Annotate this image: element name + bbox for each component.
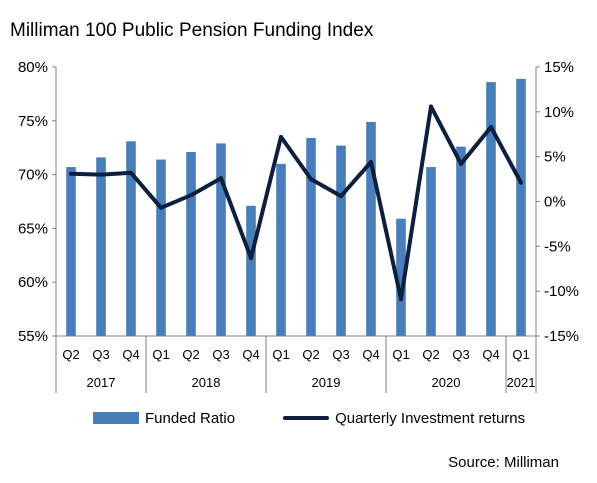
bar-funded-ratio [126, 141, 136, 336]
bar-funded-ratio [216, 143, 226, 336]
source-note: Source: Milliman [448, 454, 559, 471]
x-tick-label-quarter: Q2 [62, 347, 79, 362]
y-left-tick-label: 70% [18, 167, 48, 184]
legend-label-investment-returns: Quarterly Investment returns [335, 409, 526, 427]
x-group-label-year: 2020 [432, 375, 461, 390]
y-right-tick-label: 15% [544, 59, 574, 76]
chart-title: Milliman 100 Public Pension Funding Inde… [10, 20, 374, 41]
point-investment-return [459, 161, 463, 166]
bar-funded-ratio [396, 218, 406, 336]
legend-label-funded-ratio: Funded Ratio [145, 409, 236, 427]
x-tick-label-quarter: Q4 [362, 347, 379, 362]
x-tick-label-quarter: Q3 [212, 347, 229, 362]
point-investment-return [399, 297, 403, 302]
x-tick-label-quarter: Q3 [92, 347, 109, 362]
bar-funded-ratio [456, 146, 466, 336]
x-tick-label-quarter: Q4 [242, 347, 259, 362]
point-investment-return [429, 104, 433, 109]
x-tick-label-quarter: Q3 [332, 347, 349, 362]
bar-funded-ratio [276, 163, 286, 336]
bar-funded-ratio [96, 157, 106, 336]
x-tick-label-quarter: Q1 [272, 347, 289, 362]
x-tick-label-quarter: Q3 [452, 347, 469, 362]
y-right-tick-label: -10% [544, 283, 579, 300]
point-investment-return [249, 255, 253, 260]
legend: Funded Ratio Quarterly Investment return… [93, 408, 573, 428]
point-investment-return [519, 180, 523, 185]
x-tick-label-quarter: Q4 [122, 347, 139, 362]
bar-funded-ratio [306, 138, 316, 336]
legend-item-investment-returns: Quarterly Investment returns [283, 410, 525, 427]
bar-funded-ratio [186, 152, 196, 336]
x-tick-label-quarter: Q2 [422, 347, 439, 362]
bar-funded-ratio [426, 167, 436, 336]
y-left-tick-label: 55% [18, 328, 48, 345]
x-group-label-year: 2019 [312, 375, 341, 390]
point-investment-return [99, 172, 103, 177]
bar-funded-ratio [516, 78, 526, 336]
line-investment-returns [69, 104, 523, 302]
x-tick-label-quarter: Q1 [392, 347, 409, 362]
point-investment-return [279, 134, 283, 139]
y-left-tick-label: 65% [18, 220, 48, 237]
y-left-tick-label: 60% [18, 274, 48, 291]
bar-funded-ratio [336, 145, 346, 336]
x-group-label-year: 2018 [192, 375, 221, 390]
bar-funded-ratio [486, 82, 496, 337]
y-right-tick-label: 5% [544, 149, 566, 166]
x-tick-label-quarter: Q1 [512, 347, 529, 362]
y-right-tick-label: 10% [544, 104, 574, 121]
legend-swatch-funded-ratio [93, 412, 139, 424]
y-right-tick-label: -15% [544, 328, 579, 345]
bar-funded-ratio [366, 121, 376, 336]
y-left-tick-label: 80% [18, 59, 48, 76]
point-investment-return [309, 177, 313, 182]
point-investment-return [69, 171, 73, 176]
bar-funded-ratio [156, 159, 166, 336]
legend-item-funded-ratio: Funded Ratio [93, 410, 235, 427]
point-investment-return [219, 176, 223, 181]
x-group-label-year: 2021 [507, 375, 536, 390]
x-tick-label-quarter: Q1 [152, 347, 169, 362]
point-investment-return [489, 125, 493, 130]
point-investment-return [129, 170, 133, 175]
bar-funded-ratio [246, 205, 256, 336]
point-investment-return [339, 194, 343, 199]
x-tick-label-quarter: Q2 [302, 347, 319, 362]
legend-swatch-investment-returns [283, 416, 330, 420]
x-group-label-year: 2017 [87, 375, 116, 390]
y-right-tick-label: -5% [544, 238, 571, 255]
x-tick-label-quarter: Q4 [482, 347, 499, 362]
x-tick-label-quarter: Q2 [182, 347, 199, 362]
point-investment-return [189, 193, 193, 198]
y-left-tick-label: 75% [18, 113, 48, 130]
point-investment-return [369, 160, 373, 165]
point-investment-return [159, 205, 163, 210]
y-right-tick-label: 0% [544, 194, 566, 211]
bar-funded-ratio [66, 167, 76, 336]
